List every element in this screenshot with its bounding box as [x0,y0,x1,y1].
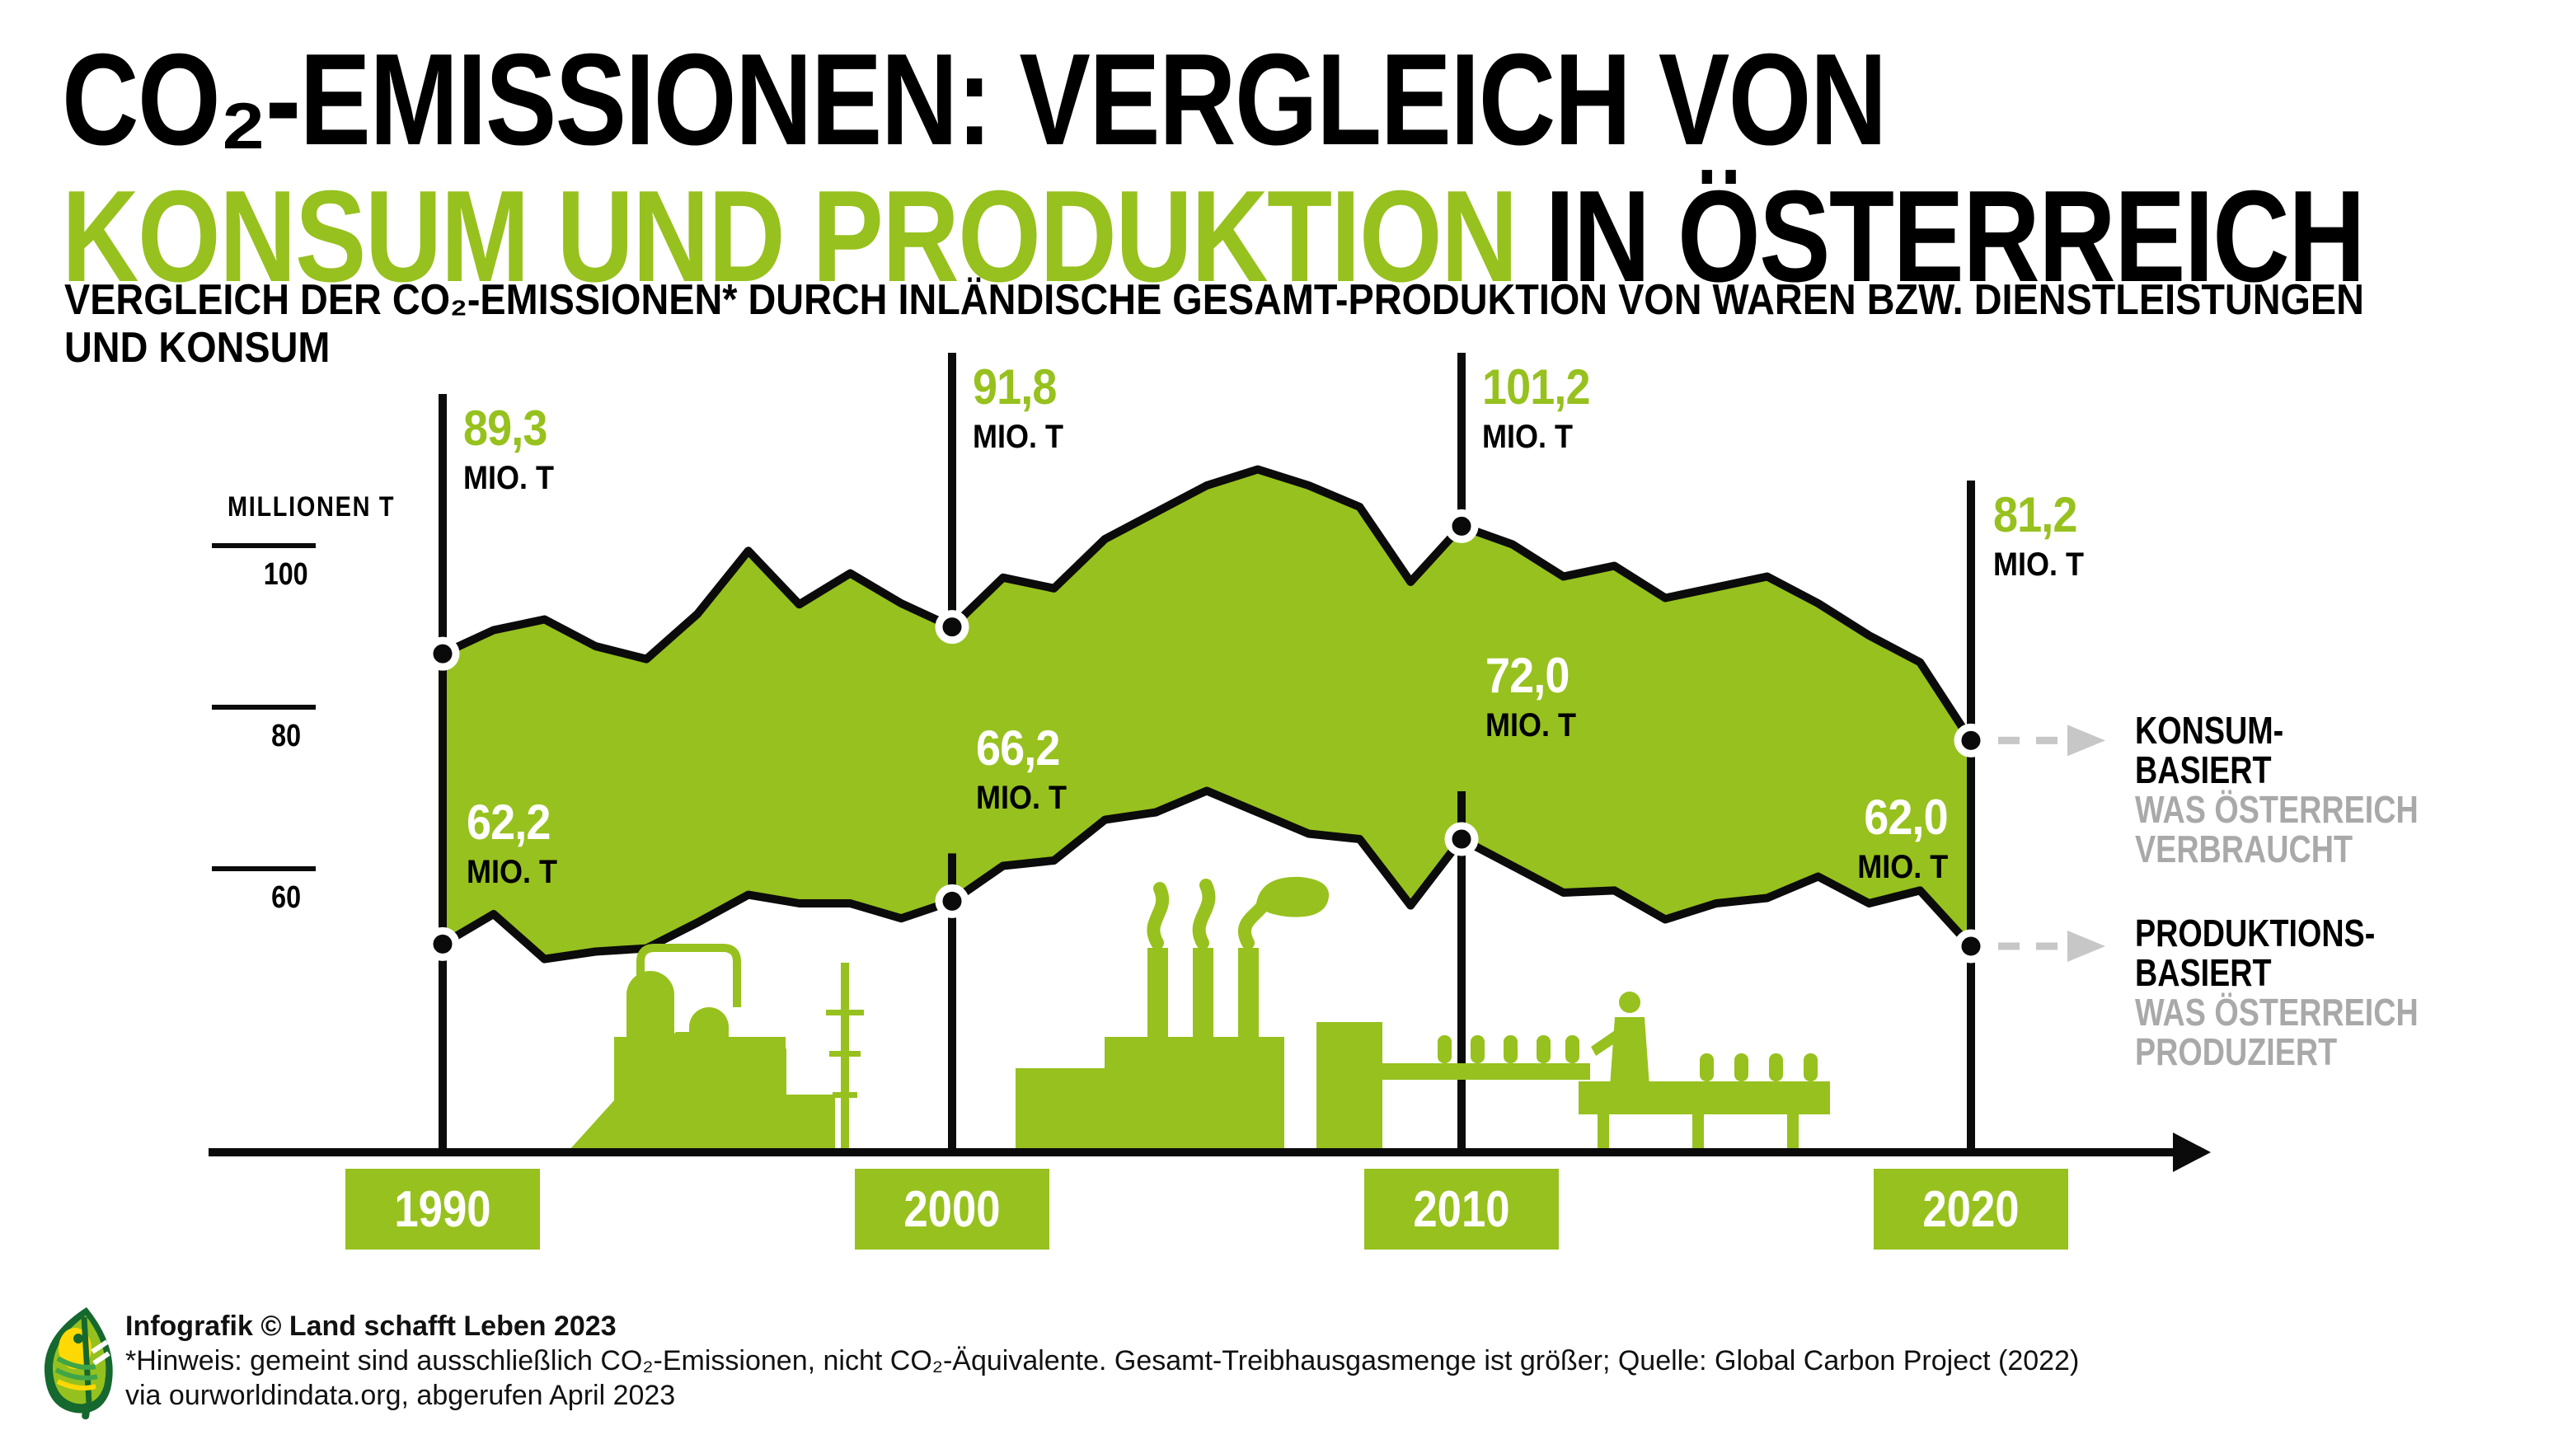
legend-konsum-title-line2: BASIERT [2135,748,2272,791]
produktion-line [440,786,1974,964]
title-line2-rest: IN ÖSTERREICH [1516,164,2365,309]
footer: Infografik © Land schafft Leben 2023 *Hi… [125,1309,2079,1413]
y-tick-label-60: 60 [271,880,301,915]
produktion-legend-arrow-head [2067,931,2105,962]
konsum-dot-2020 [1954,723,1988,757]
y-tick-mark-100 [212,543,316,548]
value-label-produktion-1990: 62,2 MIO. T [467,795,557,890]
value-label-konsum-2000: 91,8 MIO. T [973,359,1063,455]
legend-produktion-title-line2: BASIERT [2135,951,2272,994]
value-label-produktion-2020: 62,0 MIO. T [1857,790,1949,885]
value-label-produktion-2010: 72,0 MIO. T [1485,648,1576,743]
y-tick-mark-60 [212,866,316,871]
footer-note-line2: via ourworldindata.org, abgerufen April … [125,1380,676,1411]
subtitle-line2: UND KONSUM [64,324,331,372]
x-tick-1990: 1990 [345,1169,540,1250]
value-label-konsum-2020: 81,2 MIO. T [1993,487,2084,583]
y-tick-label-100: 100 [264,557,308,592]
x-tick-2020: 2020 [1874,1169,2068,1250]
y-tick-mark-80 [212,705,316,710]
footer-credit: Infografik © Land schafft Leben 2023 [125,1311,617,1342]
konsum-legend-arrow-head [2067,724,2105,757]
legend-produktion: PRODUKTIONS- BASIERT WAS ÖSTERREICH PROD… [2135,913,2480,1072]
land-schafft-leben-leaf-logo [44,1307,113,1420]
legend-konsum-desc-line2: VERBRAUCHT [2135,828,2353,870]
chart-overlay-layer [209,509,2211,1172]
x-tick-2010: 2010 [1364,1169,1559,1250]
legend-konsum-title-line1: KONSUM- [2135,709,2284,752]
subtitle-line1: VERGLEICH DER CO₂-EMISSIONEN* DURCH INLÄ… [64,276,2364,324]
produktion-dot-2010 [1444,822,1479,856]
value-label-konsum-1990: 89,3 MIO. T [463,401,554,496]
footer-note-line1: *Hinweis: gemeint sind ausschließlich CO… [125,1345,2080,1376]
konsum-dot-1990 [425,636,460,671]
y-tick-label-80: 80 [271,719,301,753]
legend-produktion-desc-line2: PRODUZIERT [2135,1030,2338,1073]
x-axis-line [209,1148,2173,1156]
page-subtitle: VERGLEICH DER CO₂-EMISSIONEN* DURCH INLÄ… [64,279,2576,369]
legend-konsum-desc-line1: WAS ÖSTERREICH [2135,788,2419,831]
page-title: CO₂-EMISSIONEN: VERGLEICH VON KONSUM UND… [62,35,2576,302]
produktion-dot-2020 [1954,929,1988,964]
konsum-line [440,465,1975,743]
factory-silhouette-graphic [569,876,1830,1151]
title-line2-highlight: KONSUM UND PRODUKTION [62,164,1518,309]
konsum-dot-2000 [935,610,969,645]
title-line1: CO₂-EMISSIONEN: VERGLEICH VON [62,27,1887,172]
konsum-dot-2010 [1444,509,1479,543]
legend-konsum: KONSUM- BASIERT WAS ÖSTERREICH VERBRAUCH… [2135,710,2480,869]
y-axis-label: MILLIONEN T [227,491,396,523]
value-label-produktion-2000: 66,2 MIO. T [976,720,1067,816]
legend-produktion-desc-line1: WAS ÖSTERREICH [2135,991,2419,1034]
x-axis-arrow-head [2173,1132,2211,1172]
legend-produktion-title-line1: PRODUKTIONS- [2135,912,2376,954]
produktion-dot-2000 [935,884,969,918]
value-label-konsum-2010: 101,2 MIO. T [1482,359,1591,455]
produktion-dot-1990 [425,926,460,961]
x-tick-2000: 2000 [855,1169,1049,1250]
